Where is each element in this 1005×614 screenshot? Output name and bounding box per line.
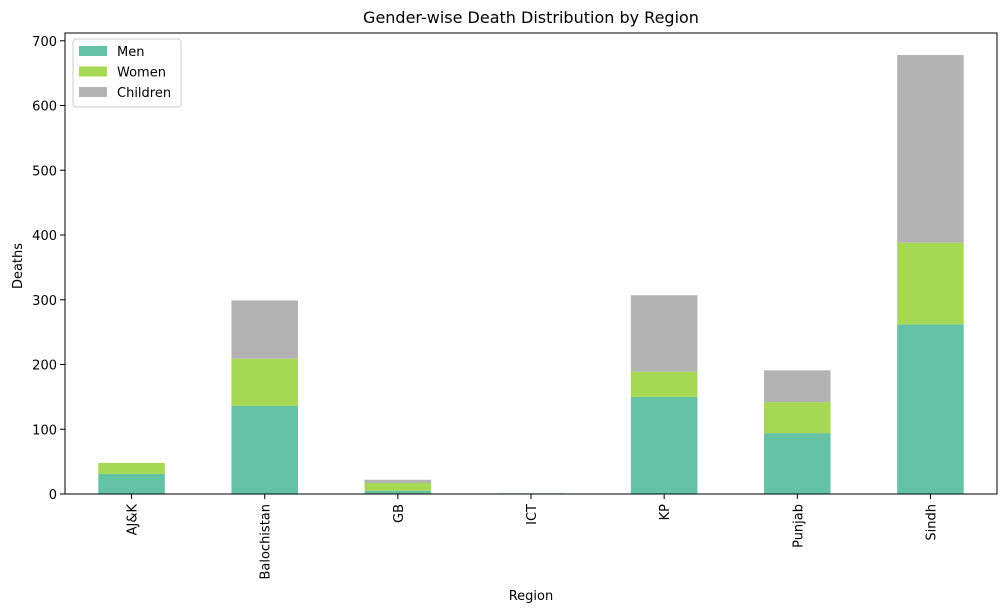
axes-layer: 0 100 200 300 400 500 600 700 AJ&K Balochistan GB I… — [32, 32, 998, 580]
y-tick-label: 0 — [49, 488, 57, 503]
x-tick-label: Sindh — [924, 504, 939, 541]
x-tick-label: GB — [392, 504, 407, 523]
x-tick-label: Punjab — [791, 504, 806, 548]
y-tick-label: 700 — [32, 35, 57, 50]
y-axis-title: Deaths — [11, 243, 26, 289]
plot-frame — [64, 32, 998, 495]
x-axis-title: Region — [509, 589, 554, 604]
legend: Men Women Children — [72, 38, 182, 108]
bar-women-0 — [98, 462, 165, 474]
bar-men-0 — [98, 473, 165, 494]
bar-women-2 — [364, 482, 432, 491]
bar-men-6 — [897, 324, 964, 494]
bar-women-1 — [231, 358, 298, 406]
bar-children-1 — [231, 300, 298, 359]
x-tick-label: Balochistan — [259, 504, 274, 580]
bar-women-4 — [630, 371, 698, 397]
chart-title: Gender-wise Death Distribution by Region — [363, 8, 699, 27]
x-tick-label: KP — [658, 504, 673, 521]
legend-label-women: Women — [117, 66, 166, 81]
x-tick-label: AJ&K — [126, 504, 141, 536]
bar-women-5 — [764, 402, 831, 434]
y-tick-label: 300 — [32, 294, 57, 309]
legend-label-men: Men — [117, 45, 144, 60]
legend-label-children: Children — [117, 86, 171, 101]
bar-men-5 — [764, 433, 831, 494]
bar-children-2 — [364, 479, 432, 483]
bar-women-6 — [897, 242, 964, 325]
bar-children-4 — [630, 295, 698, 372]
bar-men-2 — [364, 490, 432, 494]
y-tick-label: 100 — [32, 423, 57, 438]
bars-layer — [98, 55, 964, 494]
bar-men-4 — [630, 396, 698, 494]
legend-swatch-children — [79, 87, 107, 97]
y-tick-label: 400 — [32, 229, 57, 244]
bar-men-1 — [231, 405, 298, 494]
y-tick-label: 600 — [32, 100, 57, 115]
x-tick-label: ICT — [525, 504, 540, 525]
legend-swatch-women — [79, 66, 107, 77]
y-tick-label: 200 — [32, 359, 57, 374]
legend-swatch-men — [79, 46, 107, 56]
y-tick-label: 500 — [32, 164, 57, 179]
bar-children-6 — [897, 55, 964, 243]
bar-children-5 — [764, 370, 831, 403]
